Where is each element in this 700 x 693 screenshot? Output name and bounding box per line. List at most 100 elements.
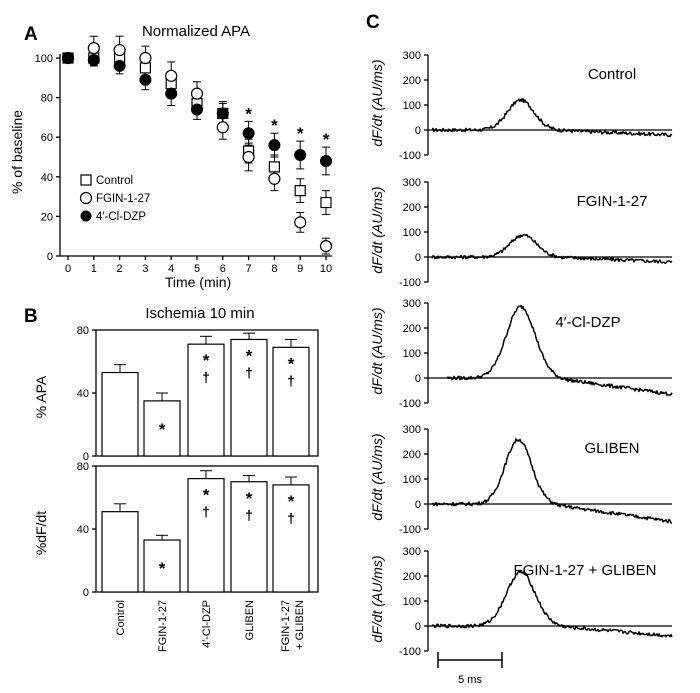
chart-a-x-tick-label: 6 — [220, 263, 226, 275]
significance-star: * — [203, 486, 210, 505]
significance-dagger: † — [245, 364, 253, 380]
data-point-fgin — [268, 172, 281, 185]
chart-b-y-tick-label: 0 — [83, 587, 89, 599]
chart-a-ylabel: % of baseline — [9, 110, 25, 194]
bar — [230, 481, 268, 593]
trace-y-tick-label: 0 — [415, 621, 421, 633]
data-point-4cldzp — [294, 149, 307, 162]
trace-y-tick-label: 100 — [403, 474, 421, 486]
significance-star: * — [246, 489, 253, 508]
data-point-control — [320, 196, 332, 209]
data-point-4cldzp — [87, 53, 100, 66]
data-point-fgin — [319, 240, 333, 253]
chart-b-y-tick-label: 0 — [83, 451, 89, 463]
bar — [187, 343, 225, 457]
trace-line — [446, 304, 673, 396]
trace-ylabel: dF/dt (AU/ms) — [369, 186, 385, 273]
category-label: FGIN-1-27 — [157, 600, 169, 652]
chart-a-y-tick-label: 60 — [41, 132, 53, 144]
category-label: FGIN-1-27 — [280, 600, 292, 652]
chart-a-x-tick-label: 0 — [65, 263, 71, 275]
trace-y-tick-label: 300 — [403, 50, 421, 62]
panel-label-c: C — [366, 12, 380, 33]
chart-a-y-tick-label: 100 — [35, 53, 53, 65]
trace-y-tick-label: 100 — [403, 348, 421, 360]
chart-a-title: Normalized APA — [142, 23, 250, 40]
data-point-4cldzp — [165, 87, 178, 100]
trace-y-tick-label: 300 — [403, 424, 421, 436]
chart-a-x-tick-label: 10 — [320, 263, 332, 275]
chart-a-axes — [59, 54, 332, 257]
trace-y-tick-label: 200 — [403, 75, 421, 87]
panel-label-a: A — [24, 24, 38, 45]
data-point-4cldzp — [191, 103, 203, 116]
trace-y-tick-label: 200 — [403, 202, 421, 214]
bar — [187, 478, 225, 593]
chart-c-content: -100 0 100 200 300 dF/dt (AU/ms) Control -100 0 1… — [369, 50, 673, 686]
bar — [101, 511, 139, 593]
chart-a-x-tick-label: 9 — [297, 263, 303, 275]
data-point-fgin — [216, 121, 229, 134]
chart-a-x-tick-label: 7 — [246, 263, 252, 275]
chart-a-legend: Control FGIN-1-27 4′-Cl-DZP — [79, 174, 150, 223]
significance-star: * — [159, 420, 166, 439]
trace-y-tick-label: 100 — [403, 227, 421, 239]
data-point-fgin — [165, 69, 178, 82]
chart-a-marks: * * * * — [61, 35, 333, 255]
significance-star: * — [297, 124, 304, 143]
panel-a: A Normalized APA % of baseline Time (min… — [9, 23, 332, 290]
trace-y-tick-label: -100 — [399, 398, 421, 410]
significance-star: * — [271, 116, 278, 135]
bar — [230, 338, 268, 457]
trace-ylabel: dF/dt (AU/ms) — [369, 59, 385, 146]
category-label: GLIBEN — [244, 600, 256, 640]
significance-dagger: † — [202, 369, 210, 385]
significance-star: * — [288, 492, 295, 511]
significance-dagger: † — [287, 510, 295, 526]
legend-marker-control — [80, 174, 92, 186]
trace-ylabel: dF/dt (AU/ms) — [369, 555, 385, 642]
trace-y-tick-label: -100 — [399, 277, 421, 289]
data-point-fgin — [242, 150, 255, 164]
chart-b-y-tick-label: 80 — [77, 325, 89, 337]
data-point-fgin — [190, 87, 204, 100]
significance-star: * — [246, 346, 253, 365]
trace-y-tick-label: 0 — [415, 499, 421, 511]
data-point-fgin — [87, 41, 100, 55]
chart-b-y-tick-label: 40 — [77, 524, 89, 536]
bar — [143, 539, 181, 593]
chart-a-y-tick-label: 0 — [47, 251, 53, 263]
chart-a-x-tick-label: 2 — [117, 263, 123, 275]
trace-name: FGIN-1-27 + GLIBEN — [514, 562, 657, 579]
trace-y-tick-label: 200 — [403, 571, 421, 583]
trace-name: FGIN-1-27 — [577, 193, 648, 210]
trace-line — [431, 438, 672, 524]
data-point-4cldzp — [320, 154, 332, 167]
trace-line — [431, 97, 673, 138]
data-point-fgin — [139, 51, 152, 65]
significance-dagger: † — [245, 507, 253, 523]
bar — [101, 371, 139, 457]
trace-ylabel: dF/dt (AU/ms) — [369, 433, 385, 520]
trace-y-tick-label: 300 — [403, 298, 421, 310]
chart-a-y-tick-label: 20 — [41, 211, 53, 223]
trace-y-tick-label: 100 — [403, 100, 421, 112]
chart-a-x-tick-label: 8 — [271, 263, 277, 275]
trace-y-tick-label: 300 — [403, 546, 421, 558]
legend-marker-fgin — [79, 191, 93, 205]
chart-a-xlabel: Time (min) — [165, 274, 231, 290]
chart-b-y-tick-label: 80 — [77, 461, 89, 473]
chart-b-ylabel: % APA — [33, 375, 49, 418]
trace-y-tick-label: -100 — [399, 524, 421, 536]
chart-b-ylabel: %dF/dt — [33, 511, 49, 555]
trace-y-tick-label: 200 — [403, 449, 421, 461]
data-point-4cldzp — [216, 107, 229, 120]
trace-y-tick-label: 100 — [403, 596, 421, 608]
trace-line — [431, 233, 673, 265]
trace-y-tick-label: 0 — [415, 125, 421, 137]
significance-star: * — [159, 559, 166, 578]
